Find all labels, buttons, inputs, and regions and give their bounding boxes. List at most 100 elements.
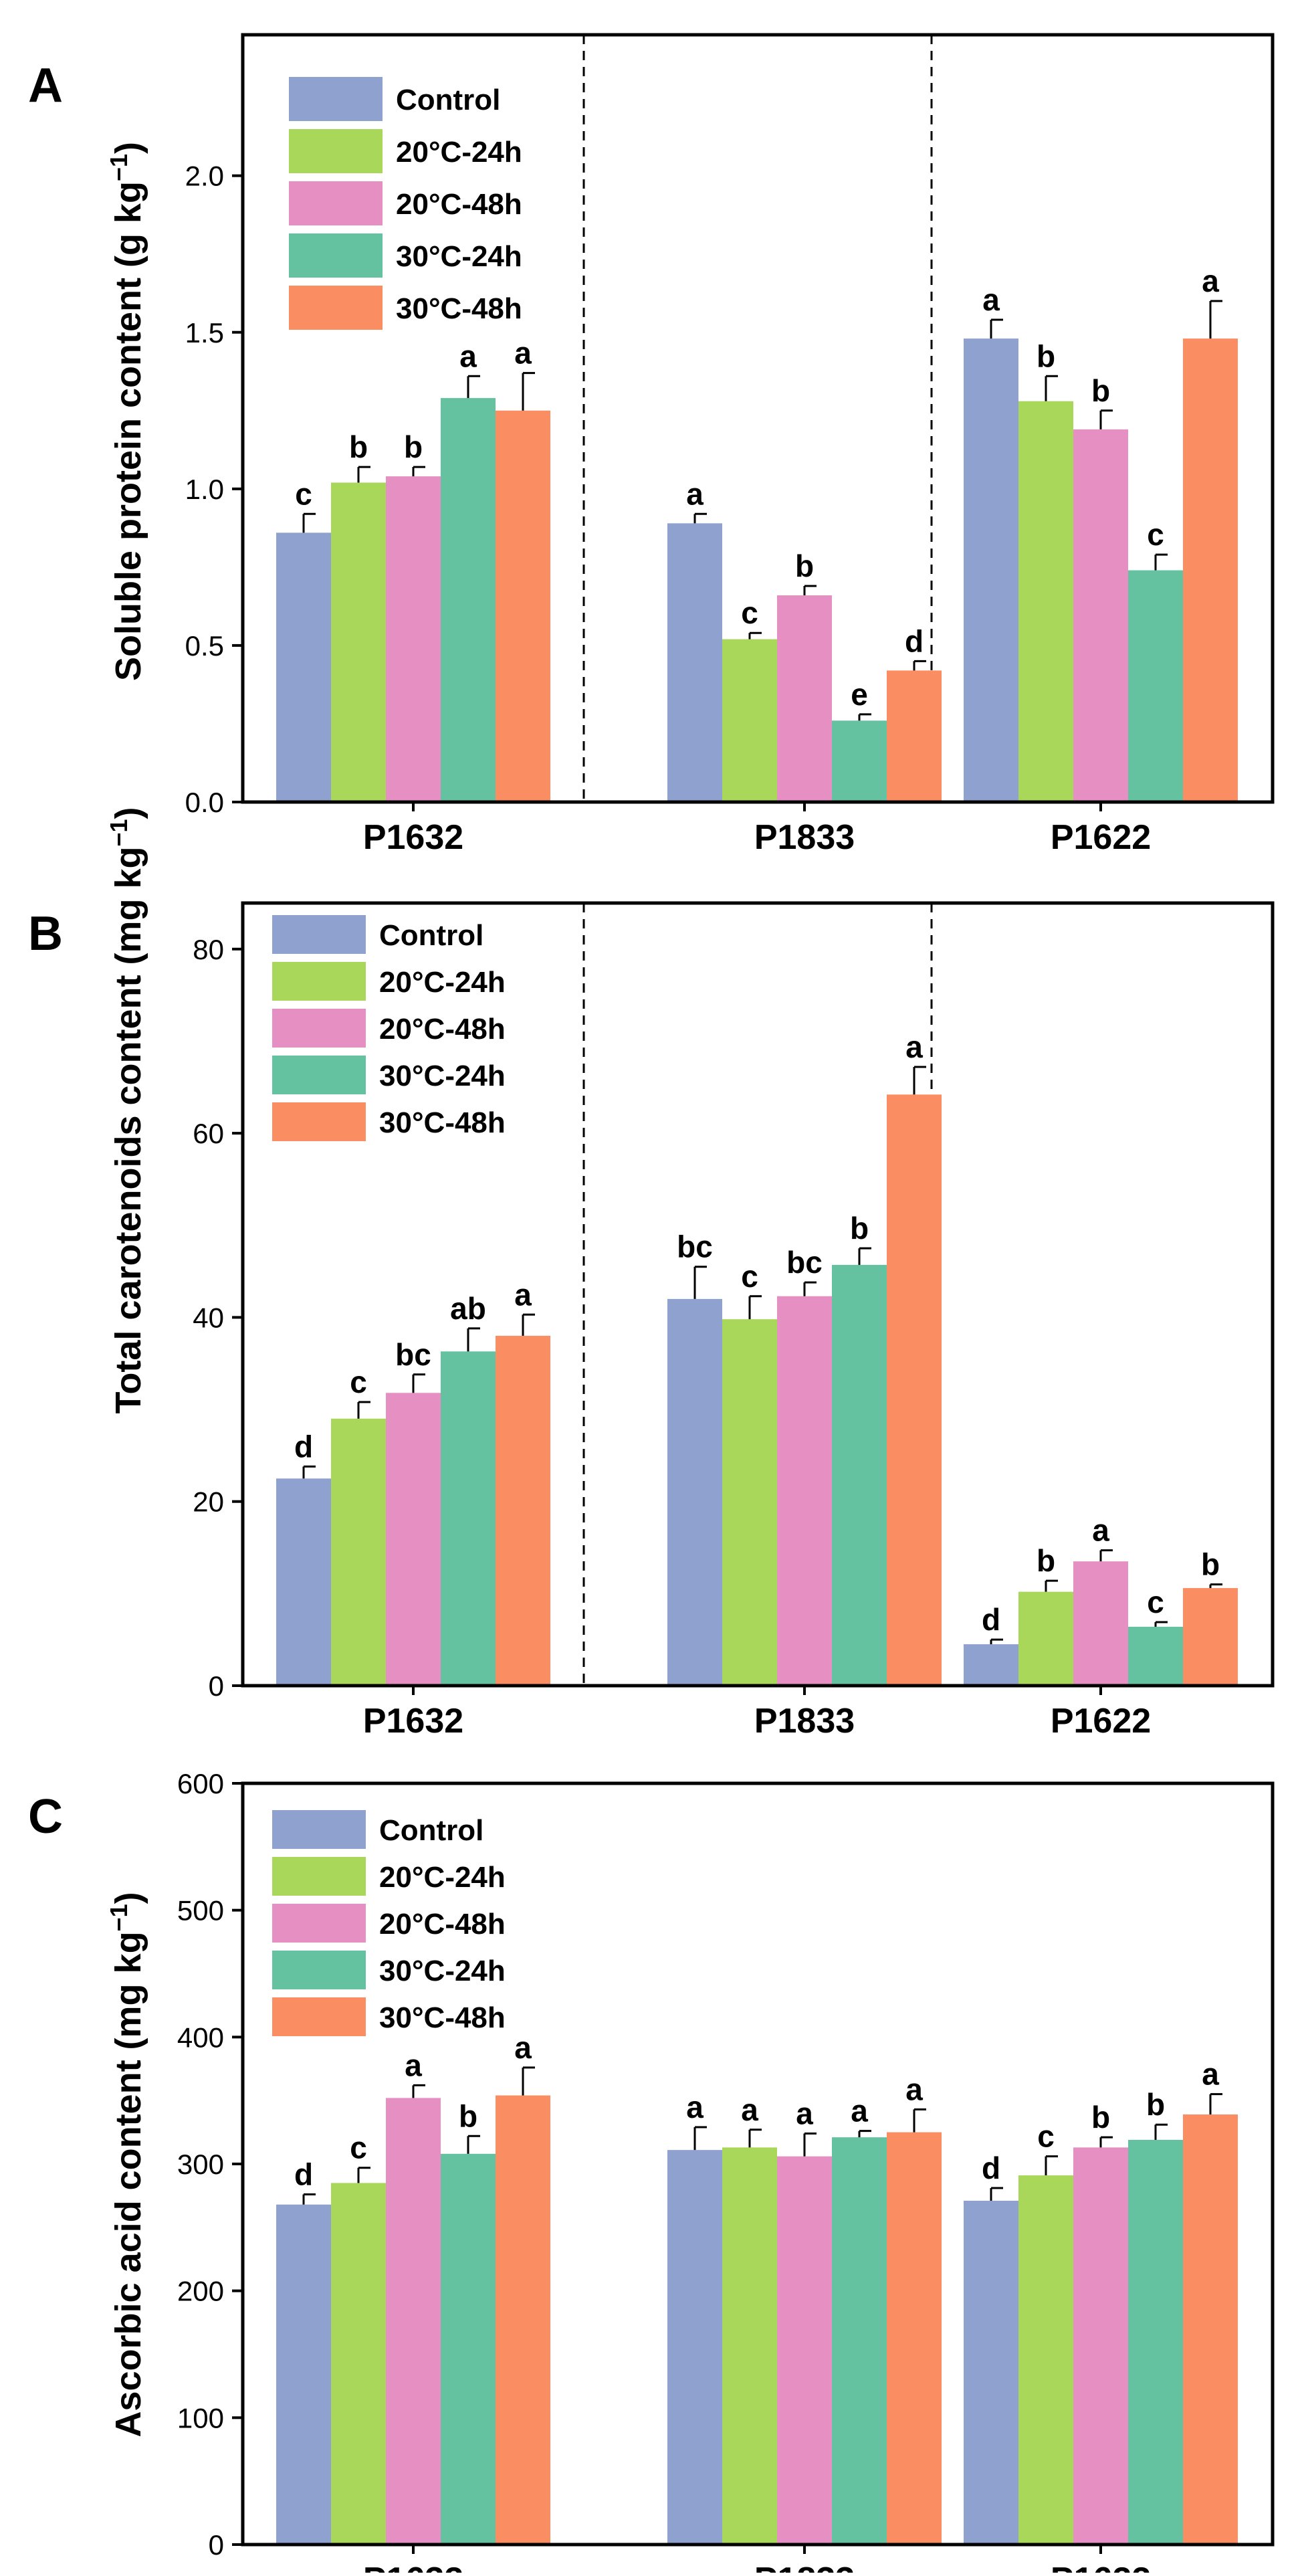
y-tick-label: 0: [209, 1670, 224, 1702]
significance-letter: b: [404, 429, 423, 464]
y-axis-label: Ascorbic acid content (mg kg−1): [105, 1892, 149, 2437]
bar-c-p1833-s1: [722, 2147, 777, 2545]
bar-b-p1632-s3: [441, 1351, 496, 1686]
legend-label: Control: [396, 84, 500, 116]
x-tick-label: P1833: [754, 818, 855, 857]
significance-letter: b: [1037, 1543, 1055, 1578]
significance-letter: a: [514, 336, 532, 371]
significance-letter: b: [1091, 373, 1110, 408]
significance-letter: b: [795, 549, 814, 583]
bar-c-p1622-s1: [1018, 2175, 1073, 2545]
bar-c-p1833-s4: [887, 2132, 942, 2545]
legend-label: 20°C-48h: [396, 188, 522, 221]
y-axis-label-sup: −1: [105, 154, 132, 181]
legend-swatch: [272, 1997, 366, 2036]
bar-a-p1632-s1: [331, 482, 386, 802]
significance-letter: a: [686, 476, 704, 511]
bar-b-p1622-s2: [1073, 1561, 1128, 1686]
significance-letter: b: [349, 429, 368, 464]
legend-swatch: [272, 1102, 366, 1141]
bar-b-p1632-s2: [386, 1393, 441, 1686]
significance-letter: c: [1037, 2119, 1055, 2154]
y-axis-label-sup: −1: [105, 819, 132, 846]
y-tick-label: 0: [209, 2529, 224, 2561]
x-tick-label: P1632: [363, 2561, 463, 2573]
significance-letter: c: [350, 2131, 367, 2165]
legend-label: 30°C-48h: [396, 292, 522, 325]
legend-swatch: [289, 181, 383, 225]
significance-letter: a: [514, 2030, 532, 2065]
panel-label: B: [28, 907, 63, 961]
legend-label: 30°C-48h: [379, 1106, 506, 1139]
bar-b-p1632-s1: [331, 1418, 386, 1686]
bar-b-p1833-s1: [722, 1319, 777, 1686]
legend-label: Control: [379, 919, 483, 952]
significance-letter: a: [982, 282, 1000, 317]
legend-swatch: [289, 233, 383, 278]
legend-swatch: [272, 1951, 366, 1989]
legend-swatch: [272, 1009, 366, 1048]
y-tick-label: 0.0: [185, 787, 224, 818]
bar-b-p1833-s0: [667, 1298, 722, 1686]
legend-label: 20°C-24h: [379, 966, 506, 999]
significance-letter: a: [796, 2096, 813, 2131]
y-axis-label-end: ): [108, 142, 148, 154]
significance-letter: a: [851, 2094, 868, 2128]
legend-label: 20°C-48h: [379, 1908, 506, 1941]
legend-swatch: [272, 1857, 366, 1896]
significance-letter: c: [741, 595, 758, 630]
bar-b-p1833-s4: [887, 1094, 942, 1686]
bar-a-p1833-s3: [832, 720, 887, 802]
y-axis-label-main: Ascorbic acid content (mg kg: [108, 1931, 148, 2437]
significance-letter: d: [294, 2157, 313, 2192]
legend-swatch: [289, 286, 383, 330]
legend-swatch: [272, 1056, 366, 1094]
bar-c-p1632-s1: [331, 2183, 386, 2545]
bar-a-p1632-s2: [386, 476, 441, 802]
bar-c-p1632-s0: [276, 2204, 331, 2545]
significance-letter: a: [514, 1277, 532, 1312]
significance-letter: c: [741, 1259, 758, 1294]
bar-b-p1632-s4: [496, 1335, 550, 1686]
significance-letter: c: [1147, 517, 1164, 552]
y-tick-label: 1.5: [185, 317, 224, 349]
y-axis-label-main: Total carotenoids content (mg kg: [108, 846, 148, 1413]
significance-letter: a: [741, 2092, 758, 2127]
panel-a: c a a b c b b b b a e c a d a 0.0 0.5 1.0 1.5 2.0 P1632 P1833…: [28, 33, 1275, 857]
legend-label: 30°C-24h: [396, 240, 522, 273]
significance-letter: bc: [677, 1229, 713, 1264]
y-tick-label: 300: [177, 2149, 224, 2180]
significance-letter: b: [1201, 1547, 1220, 1582]
bar-a-p1622-s1: [1018, 401, 1073, 802]
y-tick-label: 500: [177, 1895, 224, 1926]
significance-letter: bc: [786, 1245, 823, 1280]
bar-c-p1833-s0: [667, 2150, 722, 2545]
bar-c-p1622-s4: [1183, 2114, 1238, 2545]
legend-swatch: [289, 129, 383, 173]
bar-c-p1632-s4: [496, 2095, 550, 2545]
y-axis-label: Total carotenoids content (mg kg−1): [105, 807, 149, 1413]
significance-letter: c: [1147, 1585, 1164, 1619]
bar-a-p1622-s2: [1073, 429, 1128, 802]
bar-b-p1622-s1: [1018, 1591, 1073, 1686]
bar-a-p1622-s0: [964, 338, 1018, 802]
legend-label: 20°C-48h: [379, 1013, 506, 1046]
legend-swatch: [272, 1810, 366, 1849]
legend-label: Control: [379, 1814, 483, 1847]
x-tick-label: P1622: [1051, 818, 1151, 857]
bar-b-p1622-s3: [1128, 1626, 1183, 1686]
panel-label: A: [28, 59, 63, 112]
y-axis-label-end: ): [108, 807, 148, 819]
y-tick-label: 0.5: [185, 630, 224, 662]
legend-label: 20°C-24h: [396, 136, 522, 169]
x-tick-label: P1622: [1051, 2561, 1151, 2573]
y-tick-label: 200: [177, 2276, 224, 2307]
legend-swatch: [272, 1904, 366, 1943]
x-tick-label: P1833: [754, 1702, 855, 1741]
bar-a-p1833-s4: [887, 670, 942, 802]
y-tick-label: 1.0: [185, 474, 224, 505]
bar-a-p1632-s0: [276, 532, 331, 802]
x-tick-label: P1622: [1051, 1702, 1151, 1741]
